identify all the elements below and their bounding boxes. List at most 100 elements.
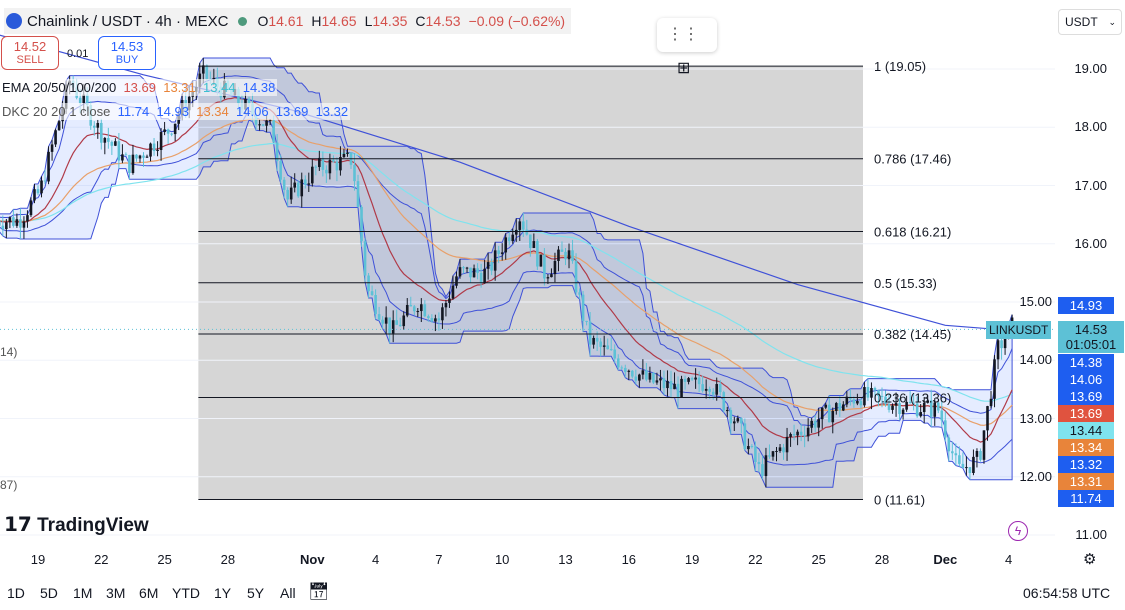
candle-body	[441, 307, 444, 321]
candle-body	[469, 267, 472, 278]
candle-body	[486, 262, 490, 269]
timeframe-button[interactable]: 1D	[7, 585, 25, 601]
time-tick: 7	[435, 552, 443, 567]
timeframe-button[interactable]: YTD	[172, 585, 200, 601]
timeframe-button[interactable]: 6M	[139, 585, 159, 601]
sell-button[interactable]: 14.52 SELL	[1, 36, 59, 70]
time-tick: 25	[811, 552, 826, 567]
low-value: 14.35	[372, 13, 408, 29]
candle-body	[645, 370, 648, 380]
chart-toolbar: ⋮⋮ ⊞	[657, 18, 717, 77]
candle-body	[497, 250, 500, 254]
candle-body	[662, 378, 666, 389]
fib-level-label: 0.618 (16.21)	[874, 225, 951, 240]
candle-body	[493, 250, 497, 271]
timeframe-button[interactable]: 5Y	[247, 585, 265, 601]
candle-body	[887, 404, 891, 410]
tradingview-logo[interactable]: 𝟭𝟳 TradingView	[4, 514, 149, 536]
candle-body	[311, 166, 314, 184]
timeframe-button[interactable]: 3M	[106, 585, 126, 601]
fib-level-label: 0.786 (17.46)	[874, 152, 951, 167]
candle-body	[247, 98, 251, 104]
timeframe-button[interactable]: All	[280, 585, 296, 601]
candle-body	[500, 252, 504, 254]
candle-body	[718, 384, 722, 393]
candle-body	[894, 403, 898, 406]
drag-handle-icon[interactable]: ⋮⋮	[667, 26, 699, 43]
candle-body	[627, 370, 631, 372]
candle-body	[476, 268, 479, 273]
candle-body	[507, 237, 511, 242]
candle-body	[898, 403, 901, 415]
price-chart[interactable]: 1 (19.05) 0.786 (17.46) 0.618 (16.21) 0.5 (…	[0, 0, 1055, 545]
time-tick: 22	[748, 552, 763, 567]
candle-body	[490, 262, 493, 271]
candle-body	[609, 349, 613, 351]
currency-value: USDT	[1065, 15, 1098, 29]
price-badge: 14.06	[1058, 371, 1114, 388]
candle-body	[996, 340, 1000, 360]
timeframe-button[interactable]: 1M	[73, 585, 93, 601]
candle-body	[733, 421, 736, 424]
date-range-icon[interactable]: 📅︎	[308, 582, 330, 601]
add-widget-icon[interactable]: ⊞	[677, 60, 691, 77]
candle-body	[683, 378, 687, 382]
price-axis[interactable]: USDT ⌄ 19.00 18.00 17.00 16.00 11.00 14.53 01…	[1055, 0, 1125, 568]
price-tick: 16.00	[1074, 235, 1107, 251]
candle-body	[100, 122, 103, 143]
candle-body	[838, 403, 842, 411]
candle-body	[648, 372, 652, 380]
chart-pane[interactable]: 1 (19.05) 0.786 (17.46) 0.618 (16.21) 0.5 (…	[0, 0, 1055, 545]
candle-body	[356, 181, 360, 207]
candle-body	[915, 403, 919, 417]
clock[interactable]: 06:54:58 UTC	[1023, 585, 1111, 601]
candle-body	[381, 319, 384, 324]
candle-body	[982, 430, 986, 460]
price-badge: 13.69	[1058, 405, 1114, 422]
candle-body	[810, 420, 813, 428]
candle-body	[785, 436, 789, 453]
symbol-title[interactable]: Chainlink / USDT · 4h · MEXC	[27, 12, 229, 30]
candle-body	[29, 200, 33, 216]
candle-body	[901, 409, 905, 415]
fib-level-label: 1 (19.05)	[874, 59, 926, 74]
spread-value: 0.01	[67, 48, 89, 60]
candle-body	[701, 384, 704, 391]
candle-body	[588, 321, 592, 345]
candle-body	[131, 154, 135, 174]
time-tick: 19	[30, 552, 46, 567]
candle-body	[110, 141, 114, 146]
candle-body	[124, 154, 128, 156]
timeframe-button[interactable]: 1Y	[214, 585, 232, 601]
candle-body	[289, 187, 293, 200]
timeframe-button[interactable]: 5D	[40, 585, 58, 601]
candle-body	[384, 317, 388, 324]
candle-body	[757, 461, 761, 465]
dkc-inner-lower	[0, 110, 1013, 466]
candle-body	[0, 220, 1, 226]
candle-body	[834, 403, 838, 411]
candle-body	[595, 337, 599, 342]
candle-body	[870, 387, 873, 398]
candle-body	[827, 404, 831, 423]
candle-body	[458, 267, 462, 277]
candle-body	[518, 221, 522, 230]
ema-legend[interactable]: EMA 20/50/100/200 13.69 13.31 13.44 14.3…	[0, 79, 278, 96]
candle-body	[33, 189, 36, 201]
settings-icon[interactable]: ⚙	[1083, 551, 1097, 568]
buy-button[interactable]: 14.53 BUY	[98, 36, 156, 70]
currency-select[interactable]: USDT ⌄	[1058, 9, 1122, 35]
candle-body	[965, 467, 968, 469]
dkc-legend[interactable]: DKC 20 20 1 close 11.74 14.93 13.34 14.0…	[0, 103, 351, 120]
candle-body	[212, 77, 216, 80]
lightning-icon[interactable]: ϟ	[1008, 521, 1028, 541]
candle-body	[690, 378, 694, 380]
candle-body	[845, 396, 849, 405]
ema100-value: 13.44	[203, 80, 236, 95]
candle-body	[47, 151, 50, 182]
candle-body	[546, 277, 550, 279]
candle-body	[891, 405, 894, 410]
candle-body	[592, 337, 595, 345]
candle-body	[296, 182, 300, 197]
candle-body	[173, 123, 177, 135]
